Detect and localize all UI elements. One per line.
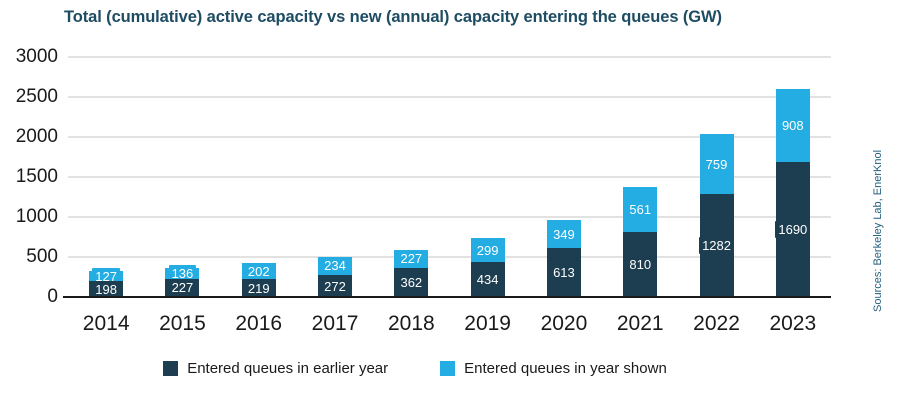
bar-column-2018: 227 362 <box>373 249 449 297</box>
stacked-bar-2020: 349 613 <box>546 220 581 297</box>
bar-column-2021: 561 810 <box>602 187 678 297</box>
bar-segment-year-shown-2023: 908 <box>775 89 810 162</box>
gridline-2000 <box>68 136 831 138</box>
bar-segment-year-shown-2016: 202 <box>241 262 276 280</box>
bar-value-label: 908 <box>778 117 807 134</box>
bar-value-label: 272 <box>321 277 349 295</box>
bar-segment-earlier-2020: 613 <box>546 247 581 297</box>
bar-value-label: 202 <box>244 262 273 280</box>
bar-value-label: 198 <box>92 280 120 298</box>
gridline-1000 <box>68 216 831 218</box>
stacked-bar-2021: 561 810 <box>623 187 658 297</box>
bar-value-label: 127 <box>92 267 120 285</box>
bar-column-2020: 349 613 <box>526 220 602 297</box>
bar-segment-earlier-2023: 1690 <box>775 161 811 297</box>
y-axis: 0 500 1000 1500 2000 2500 3000 <box>0 46 58 307</box>
bar-segment-earlier-2015: 227 <box>165 278 200 297</box>
bars-group: 127 198 136 227 202 219 234 272 227 362 299 434 349 6… <box>68 57 831 298</box>
bar-value-label: 299 <box>473 241 502 259</box>
bar-segment-earlier-2017: 272 <box>318 275 353 297</box>
bar-column-2022: 759 1282 <box>678 133 754 297</box>
bar-segment-year-shown-2019: 299 <box>470 238 505 263</box>
plot-area: 127 198 136 227 202 219 234 272 227 362 299 434 349 6… <box>63 56 831 298</box>
y-tick-label-500: 500 <box>26 246 58 267</box>
bar-segment-year-shown-2022: 759 <box>699 133 734 195</box>
stacked-bar-2015: 136 227 <box>165 264 200 297</box>
source-note: Sources: Berkeley Lab, EnerKnol <box>872 149 884 312</box>
stacked-bar-2016: 202 219 <box>241 262 276 297</box>
bar-value-label: 561 <box>626 201 655 219</box>
x-axis-line <box>63 296 831 298</box>
bar-value-label: 227 <box>397 250 426 268</box>
bar-segment-year-shown-2020: 349 <box>546 220 581 248</box>
bar-segment-year-shown-2015: 136 <box>165 264 200 282</box>
bar-value-label: 1690 <box>775 220 811 238</box>
bar-value-label: 234 <box>321 257 349 275</box>
stacked-bar-2023: 908 1690 <box>775 89 811 297</box>
legend: Entered queues in earlier year Entered qu… <box>0 360 830 377</box>
bar-value-label: 759 <box>702 155 731 173</box>
x-tick-label-2021: 2021 <box>616 312 664 335</box>
x-tick-label-2017: 2017 <box>311 312 359 335</box>
y-tick-label-3000: 3000 <box>15 46 58 67</box>
bar-column-2014: 127 198 <box>68 267 144 298</box>
bar-value-label: 810 <box>626 256 655 274</box>
bar-column-2017: 234 272 <box>297 256 373 297</box>
legend-swatch-icon <box>163 361 179 376</box>
y-tick-label-0: 0 <box>47 286 58 307</box>
bar-value-label: 613 <box>550 263 578 281</box>
x-tick-label-2015: 2015 <box>159 312 206 335</box>
x-tick-label-2016: 2016 <box>235 312 283 335</box>
gridline-500 <box>68 256 831 258</box>
legend-item-year-shown: Entered queues in year shown <box>440 360 667 377</box>
bar-segment-year-shown-2021: 561 <box>623 187 658 233</box>
chart-title: Total (cumulative) active capacity vs ne… <box>64 8 722 26</box>
gridline-2500 <box>68 96 831 98</box>
stacked-bar-2017: 234 272 <box>318 256 353 297</box>
bar-value-label: 1282 <box>699 237 734 255</box>
stacked-bar-2018: 227 362 <box>394 249 429 297</box>
x-tick-label-2022: 2022 <box>693 312 740 335</box>
y-tick-label-2000: 2000 <box>15 126 58 147</box>
bar-value-label: 219 <box>244 279 273 297</box>
legend-label: Entered queues in year shown <box>464 360 667 377</box>
x-tick-label-2023: 2023 <box>769 312 817 335</box>
legend-swatch-icon <box>440 361 456 376</box>
stacked-bar-2022: 759 1282 <box>699 133 734 297</box>
bar-segment-earlier-2022: 1282 <box>699 194 734 297</box>
bar-segment-earlier-2019: 434 <box>470 262 505 297</box>
gridline-1500 <box>68 176 831 178</box>
bar-value-label: 434 <box>473 271 502 289</box>
bar-segment-earlier-2021: 810 <box>623 232 658 297</box>
x-tick-label-2020: 2020 <box>540 312 588 335</box>
bar-value-label: 349 <box>550 225 578 243</box>
stacked-bar-2014: 127 198 <box>89 267 124 298</box>
bar-column-2016: 202 219 <box>221 262 297 297</box>
x-tick-label-2014: 2014 <box>82 312 130 335</box>
legend-label: Entered queues in earlier year <box>187 360 389 377</box>
bar-segment-year-shown-2014: 127 <box>89 267 124 285</box>
bar-column-2019: 299 434 <box>449 238 525 297</box>
x-tick-label-2019: 2019 <box>464 312 511 335</box>
y-tick-label-2500: 2500 <box>15 86 58 107</box>
bar-column-2023: 908 1690 <box>755 89 831 297</box>
bar-segment-year-shown-2018: 227 <box>394 249 429 269</box>
legend-item-earlier-year: Entered queues in earlier year <box>163 360 388 377</box>
bar-value-label: 362 <box>397 274 426 292</box>
bar-segment-earlier-2018: 362 <box>394 268 429 297</box>
y-tick-label-1500: 1500 <box>15 166 58 187</box>
bar-value-label: 227 <box>168 279 197 297</box>
y-tick-label-1000: 1000 <box>15 206 58 227</box>
x-tick-label-2018: 2018 <box>387 312 435 335</box>
bar-segment-earlier-2016: 219 <box>241 279 276 297</box>
bar-value-label: 136 <box>168 264 197 282</box>
bar-segment-earlier-2014: 198 <box>89 280 124 298</box>
stacked-bar-2019: 299 434 <box>470 238 505 297</box>
bar-segment-year-shown-2017: 234 <box>318 256 353 276</box>
x-axis: 2014 2015 2016 2017 2018 2019 2020 2021 2022 2023 <box>68 312 831 336</box>
bar-column-2015: 136 227 <box>144 264 220 297</box>
gridline-3000 <box>68 56 831 58</box>
